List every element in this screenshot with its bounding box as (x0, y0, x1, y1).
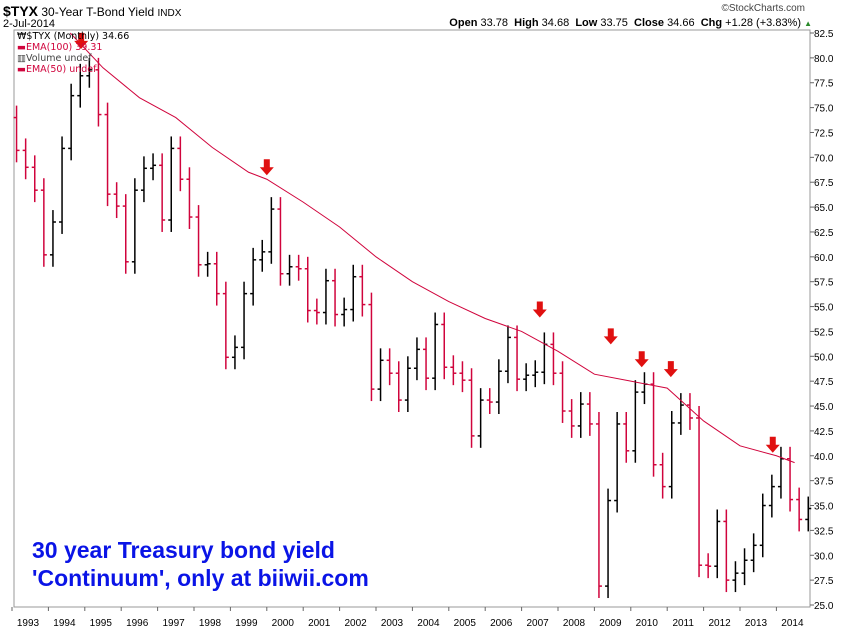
x-tick-label: 1997 (162, 618, 185, 629)
ohlc-readout: Open 33.78 High 34.68 Low 33.75 Close 34… (449, 17, 812, 29)
chart-title: $TYX 30-Year T-Bond Yield INDX (3, 3, 181, 19)
y-tick-label: 45.0 (814, 402, 834, 413)
down-arrow-icon (259, 159, 274, 176)
open-value: 33.78 (480, 17, 509, 29)
legend-volume: ▥Volume undef (17, 53, 92, 64)
y-tick-label: 72.5 (814, 128, 834, 139)
legend-price: ₩$TYX (Monthly) 34.66 (17, 31, 130, 42)
x-tick-label: 2011 (672, 618, 694, 629)
y-tick-label: 62.5 (814, 228, 834, 239)
annotation-line2: 'Continuum', only at biiwii.com (32, 565, 369, 591)
annotation-line1: 30 year Treasury bond yield (32, 537, 335, 563)
open-label: Open (449, 17, 478, 29)
y-tick-label: 80.0 (814, 54, 834, 65)
low-value: 33.75 (600, 17, 628, 29)
x-tick-label: 2014 (781, 618, 804, 629)
x-tick-label: 2009 (599, 618, 622, 629)
chg-label: Chg (700, 17, 723, 29)
x-tick-label: 1995 (90, 618, 113, 629)
close-label: Close (634, 17, 664, 29)
y-tick-label: 27.5 (814, 576, 834, 587)
y-tick-label: 40.0 (814, 452, 834, 463)
y-tick-label: 77.5 (814, 79, 834, 90)
y-tick-label: 52.5 (814, 327, 834, 338)
y-tick-label: 42.5 (814, 427, 834, 438)
symbol: $TYX (3, 3, 39, 19)
y-tick-label: 25.0 (814, 601, 834, 612)
x-tick-label: 1996 (126, 618, 149, 629)
triangle-up-icon: ▲ (804, 19, 812, 28)
y-tick-label: 50.0 (814, 352, 834, 363)
y-tick-label: 70.0 (814, 153, 834, 164)
x-tick-label: 2000 (272, 618, 295, 629)
x-tick-label: 1999 (235, 618, 258, 629)
x-tick-label: 2003 (381, 618, 404, 629)
x-tick-label: 1998 (199, 618, 222, 629)
exchange: INDX (157, 8, 182, 19)
legend: ₩$TYX (Monthly) 34.66 ▬EMA(100) 39.31 ▥V… (17, 31, 129, 75)
x-tick-label: 1994 (53, 618, 76, 629)
y-tick-label: 30.0 (814, 551, 834, 562)
y-tick-label: 67.5 (814, 178, 834, 189)
x-tick-label: 2007 (526, 618, 549, 629)
x-tick-label: 2010 (636, 618, 659, 629)
x-tick-label: 2004 (417, 618, 440, 629)
y-tick-label: 57.5 (814, 278, 834, 289)
down-arrow-icon (634, 351, 649, 368)
y-tick-label: 47.5 (814, 377, 834, 388)
high-label: High (514, 17, 539, 29)
x-tick-label: 2008 (563, 618, 586, 629)
low-label: Low (575, 17, 598, 29)
y-tick-label: 35.0 (814, 502, 834, 513)
legend-ema50: ▬EMA(50) undef (17, 64, 97, 75)
down-arrow-icon (765, 436, 780, 453)
legend-ema100: ▬EMA(100) 39.31 (17, 42, 103, 53)
x-tick-label: 2002 (344, 618, 367, 629)
x-tick-label: 2001 (308, 618, 331, 629)
chg-value: +1.28 (+3.83%) (725, 17, 802, 29)
y-tick-label: 32.5 (814, 526, 834, 537)
down-arrow-icon (74, 32, 89, 49)
x-tick-label: 2006 (490, 618, 513, 629)
down-arrow-icon (532, 301, 547, 318)
x-tick-label: 2013 (745, 618, 768, 629)
y-tick-label: 82.5 (814, 29, 834, 40)
y-tick-label: 55.0 (814, 303, 834, 314)
y-tick-label: 60.0 (814, 253, 834, 264)
y-tick-label: 37.5 (814, 477, 834, 488)
down-arrow-icon (663, 361, 678, 378)
plot-frame (13, 29, 811, 608)
x-tick-label: 1993 (17, 618, 40, 629)
annotation: 30 year Treasury bond yield 'Continuum',… (32, 536, 369, 592)
y-tick-label: 75.0 (814, 104, 834, 115)
high-value: 34.68 (541, 17, 570, 29)
ohlc-icon: ₩ (17, 31, 27, 42)
chart-date: 2-Jul-2014 (3, 18, 55, 30)
ema100-line (69, 32, 795, 464)
symbol-name: 30-Year T-Bond Yield (41, 5, 155, 19)
close-value: 34.66 (667, 17, 695, 29)
y-tick-label: 65.0 (814, 203, 834, 214)
volume-icon: ▥ (17, 53, 26, 64)
down-arrow-icon (603, 328, 618, 345)
x-tick-label: 2012 (708, 618, 731, 629)
x-tick-label: 2005 (454, 618, 477, 629)
source-logo: ©StockCharts.com (721, 3, 805, 14)
